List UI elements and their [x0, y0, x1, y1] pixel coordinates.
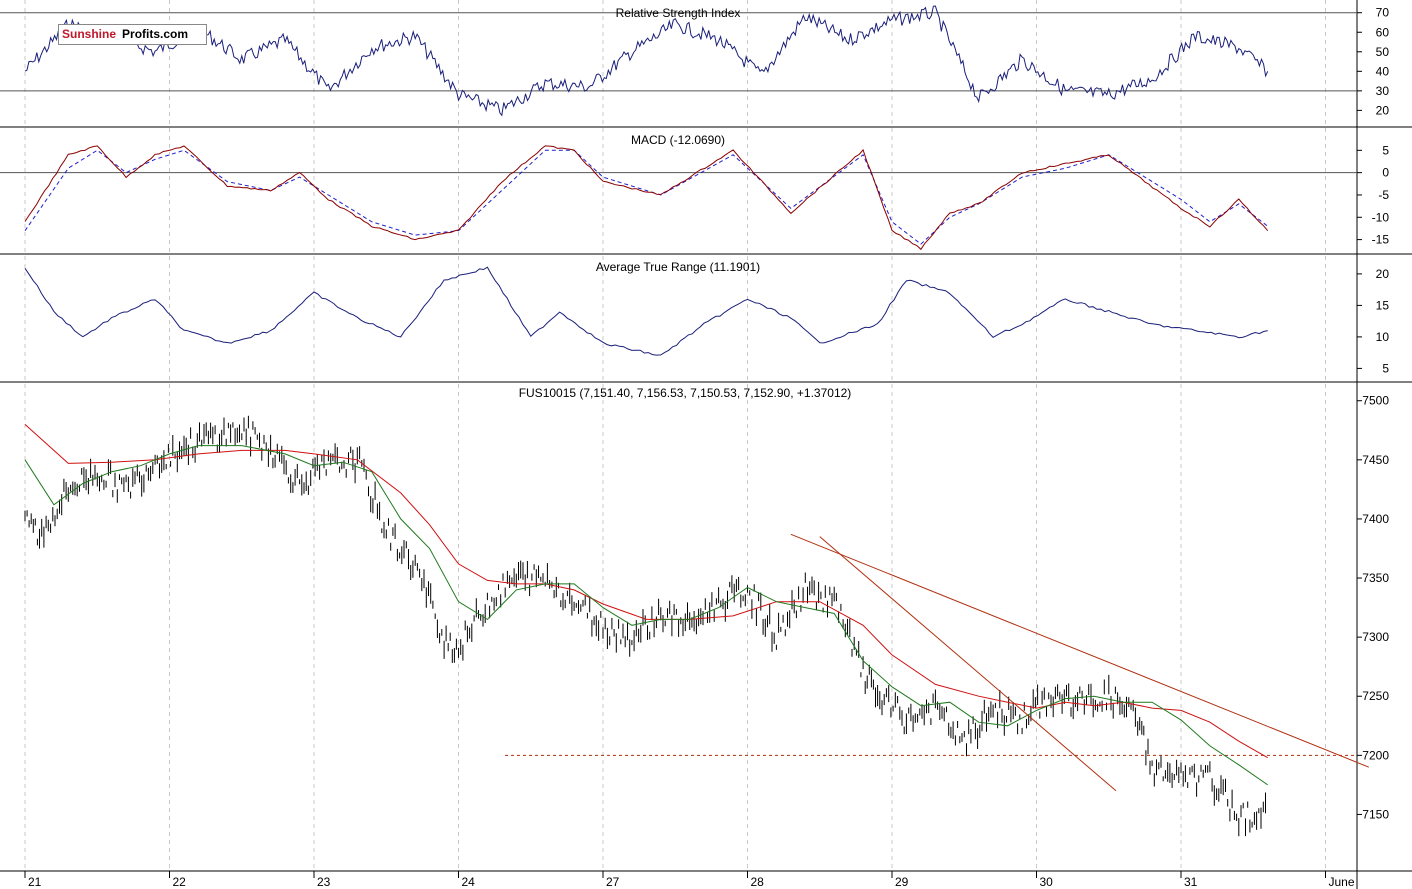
- logo-part-1: Sunshine: [62, 27, 117, 41]
- price-y-tick-label: 7450: [1362, 453, 1389, 467]
- x-tick-label: 31: [1184, 875, 1198, 889]
- rsi-y-tick-label: 30: [1376, 84, 1390, 98]
- x-tick-label: 21: [28, 875, 42, 889]
- macd-y-tick-label: 5: [1382, 143, 1389, 157]
- x-tick-label: 30: [1040, 875, 1054, 889]
- brand-logo: Sunshine Profits.com: [58, 24, 207, 45]
- x-tick-label: 27: [606, 875, 620, 889]
- atr-y-tick-label: 20: [1376, 267, 1390, 281]
- rsi-y-tick-label: 40: [1376, 64, 1390, 78]
- macd-title: MACD (-12.0690): [631, 133, 725, 147]
- price-y-tick-label: 7150: [1362, 807, 1389, 821]
- rsi-y-tick-label: 60: [1376, 25, 1390, 39]
- price-y-tick-label: 7350: [1362, 571, 1389, 585]
- trendline-upper: [790, 533, 1370, 768]
- atr-y-tick-label: 5: [1382, 361, 1389, 375]
- x-tick-label: 23: [317, 875, 331, 889]
- macd-line: [24, 145, 1269, 251]
- x-tick-label: 24: [462, 875, 476, 889]
- macd-y-tick-label: 0: [1382, 166, 1389, 180]
- price-y-tick-label: 7250: [1362, 689, 1389, 703]
- atr-y-tick-label: 15: [1376, 298, 1390, 312]
- price-y-tick-label: 7300: [1362, 630, 1389, 644]
- rsi-y-tick-label: 50: [1376, 45, 1390, 59]
- rsi-series-line: [24, 5, 1269, 117]
- logo-part-2: Profits.com: [122, 27, 189, 41]
- atr-series-line: [24, 266, 1268, 356]
- ma-long-line: [24, 424, 1268, 759]
- price-y-tick-label: 7400: [1362, 512, 1389, 526]
- atr-y-tick-label: 10: [1376, 330, 1390, 344]
- macd-y-tick-label: -10: [1372, 210, 1390, 224]
- macd-signal-line: [24, 149, 1269, 245]
- trendline-lower: [819, 536, 1117, 792]
- x-tick-label: June: [1329, 875, 1355, 889]
- price-y-tick-label: 7200: [1362, 748, 1389, 762]
- ma-short-line: [24, 445, 1268, 786]
- macd-y-tick-label: -5: [1378, 188, 1389, 202]
- macd-y-tick-label: -15: [1372, 233, 1390, 247]
- x-tick-label: 29: [895, 875, 909, 889]
- x-tick-label: 22: [173, 875, 187, 889]
- rsi-title: Relative Strength Index: [616, 6, 741, 20]
- rsi-y-tick-label: 70: [1376, 6, 1390, 20]
- x-tick-label: 28: [751, 875, 765, 889]
- rsi-y-tick-label: 20: [1376, 103, 1390, 117]
- price-title: FUS10015 (7,151.40, 7,156.53, 7,150.53, …: [519, 386, 852, 400]
- price-bars: [24, 415, 1266, 837]
- atr-title: Average True Range (11.1901): [596, 260, 760, 274]
- price-y-tick-label: 7500: [1362, 394, 1389, 408]
- price-bar: [24, 415, 1266, 837]
